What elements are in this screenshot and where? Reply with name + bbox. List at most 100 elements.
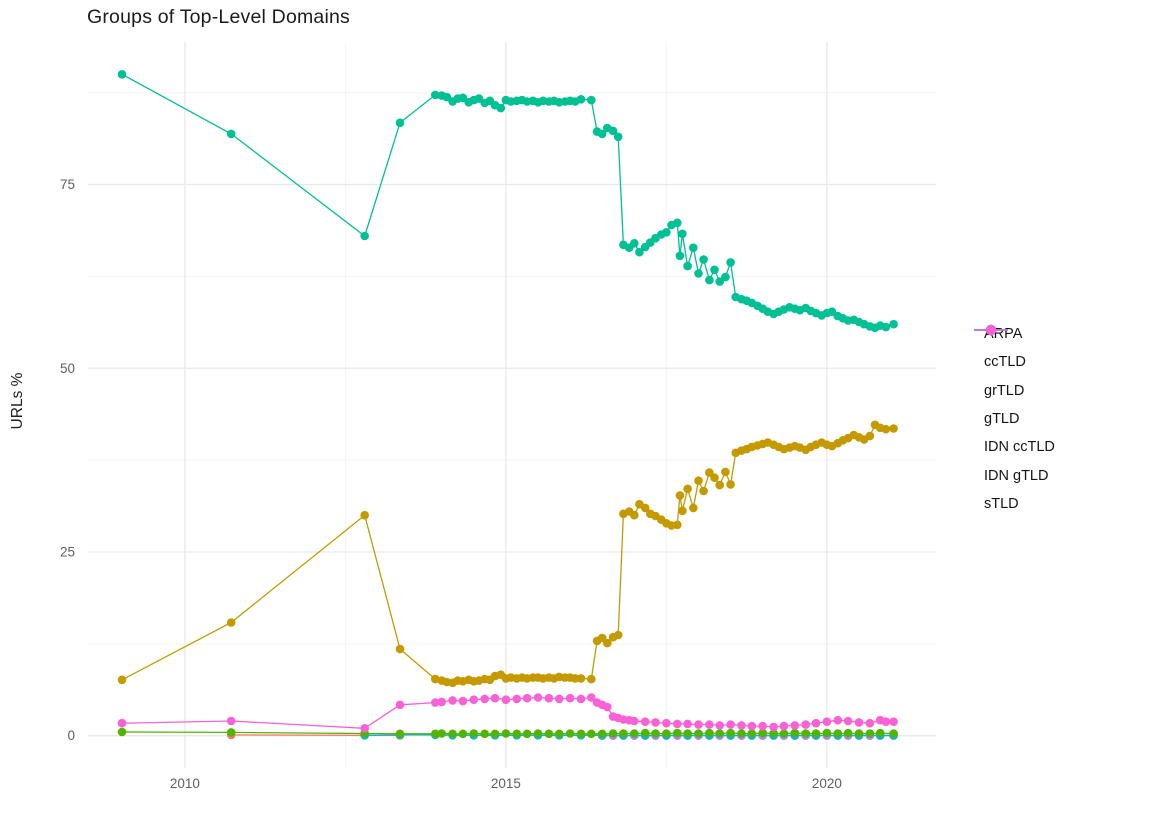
legend-item-IDN-gTLD: IDN gTLD [972,324,1055,489]
data-point [613,132,623,142]
legend-label: IDN ccTLD [984,439,1055,456]
data-point [651,718,660,727]
data-point [458,729,468,739]
data-point [651,729,660,738]
data-point [117,70,127,79]
data-point [226,716,236,726]
data-point [630,239,639,248]
data-point [576,95,586,104]
data-point [117,675,127,685]
data-point [833,729,843,738]
legend-label: IDN gTLD [984,467,1049,484]
data-point [881,322,891,332]
data-point [533,729,543,738]
data-point [790,721,800,730]
y-tick-label: 50 [60,361,75,376]
data-point [673,728,682,738]
data-point [710,473,719,483]
data-point [875,728,885,738]
y-tick-label: 25 [60,544,75,559]
legend: ARPA ccTLD grTLD gTLD IDN ccTLD IDN gTLD sTLD [972,320,1055,518]
data-point [522,729,532,739]
data-point [801,720,810,729]
series-sTLD [117,693,898,733]
series-ccTLD [117,420,898,688]
x-tick-label: 2020 [812,776,842,791]
data-point [603,638,612,648]
data-point [630,510,639,520]
data-point [565,729,575,738]
legend-label: grTLD [984,382,1025,399]
data-point [726,480,735,489]
data-point [726,720,735,729]
data-point [226,728,236,737]
data-point [769,729,778,738]
data-point [889,717,898,726]
data-point [613,630,623,640]
data-point [662,729,671,738]
data-point [833,715,843,725]
data-point [689,243,698,252]
data-point [565,693,575,703]
data-point [721,272,730,282]
data-point [437,729,447,738]
data-point [694,729,703,738]
data-point [360,510,370,520]
data-point [683,261,692,271]
data-point [630,729,639,738]
data-point [843,728,853,738]
data-point [437,697,447,707]
data-point [496,103,506,113]
data-point [705,275,714,285]
data-point [635,247,644,257]
legend-label: ccTLD [984,354,1026,371]
data-point [544,729,554,739]
data-point [117,718,127,728]
data-point [576,729,586,739]
data-point [854,718,864,727]
data-point [710,265,719,275]
data-point [801,729,810,738]
data-point [721,467,730,477]
data-point [715,721,724,730]
data-point [737,721,746,730]
data-point [490,693,500,703]
data-point [501,729,511,738]
data-point [587,693,596,702]
data-point [673,719,682,729]
data-point [758,728,767,738]
series-line [121,73,894,329]
data-point [822,728,832,738]
data-point [694,476,703,486]
data-point [689,503,698,513]
x-tick-label: 2010 [170,776,200,791]
data-point [726,258,735,267]
data-point [117,727,127,737]
data-point [458,93,468,103]
data-point [587,674,596,684]
data-point [431,90,440,100]
data-point [811,718,821,728]
legend-label: sTLD [984,495,1019,512]
data-point [619,729,628,738]
data-point [640,717,650,726]
series-gTLD [117,70,898,333]
data-point [678,229,687,239]
data-point [675,491,685,500]
data-point [490,729,500,739]
legend-item-grTLD: grTLD [972,324,1055,405]
data-point [640,728,650,738]
data-point [395,729,405,739]
data-point [854,729,864,738]
data-point [694,720,703,729]
data-point [360,724,370,733]
data-point [522,693,532,703]
data-point [431,729,440,739]
data-point [554,729,564,739]
data-point [469,729,479,738]
data-point [726,728,735,738]
data-point [811,729,821,738]
data-point [699,255,708,264]
data-point [790,728,800,738]
